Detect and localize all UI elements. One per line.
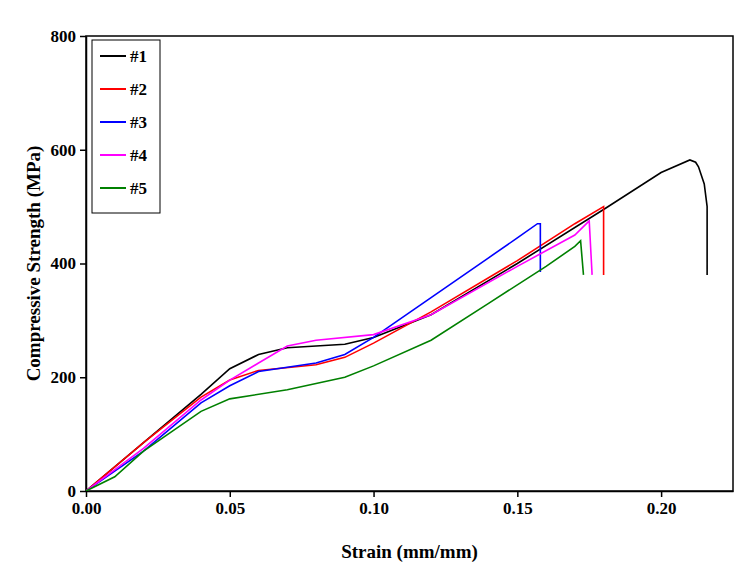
y-tick: 800: [51, 27, 87, 46]
x-tick: 0.15: [503, 491, 533, 518]
y-tick-label: 0: [68, 482, 77, 501]
legend-label: #1: [130, 47, 147, 66]
legend-label: #2: [130, 80, 147, 99]
legend-label: #5: [130, 179, 147, 198]
y-tick-mark: [80, 377, 86, 379]
y-tick-mark: [80, 150, 86, 152]
y-tick: 600: [51, 141, 87, 160]
x-tick-mark: [661, 491, 663, 497]
x-tick: 0.10: [359, 491, 389, 518]
legend-swatch: [100, 88, 126, 90]
y-tick-mark: [80, 36, 86, 38]
series-line: [86, 224, 540, 491]
x-tick-label: 0.05: [215, 499, 245, 518]
chart: 0.00 0.05 0.10 0.15 0.20 0 200 400 600 800 Strain …: [0, 0, 747, 579]
legend-swatch: [100, 55, 126, 57]
x-tick-label: 0.20: [647, 499, 677, 518]
y-axis-title: Compressive Strength (MPa): [23, 146, 45, 382]
x-axis: 0.00 0.05 0.10 0.15 0.20: [72, 491, 734, 518]
legend: #1 #2 #3 #4 #5: [92, 40, 160, 213]
y-tick: 400: [51, 254, 87, 273]
x-axis-title: Strain (mm/mm): [341, 541, 478, 563]
y-tick-label: 200: [51, 368, 77, 387]
x-tick-mark: [373, 491, 375, 497]
legend-swatch: [100, 121, 126, 123]
y-axis: 0 200 400 600 800: [51, 27, 87, 501]
plot-frame: [86, 36, 733, 491]
legend-box: [92, 40, 160, 213]
legend-swatch: [100, 154, 126, 156]
x-tick-label: 0.00: [72, 499, 102, 518]
x-tick-mark: [230, 491, 232, 497]
x-axis-line: [87, 491, 734, 493]
x-tick: 0.05: [215, 491, 245, 518]
x-tick: 0.00: [72, 491, 102, 518]
x-tick-mark: [517, 491, 519, 497]
y-tick-label: 400: [51, 254, 77, 273]
x-tick-label: 0.10: [359, 499, 389, 518]
series-line: [86, 160, 707, 491]
legend-label: #4: [130, 146, 148, 165]
x-tick: 0.20: [647, 491, 677, 518]
legend-swatch: [100, 187, 126, 189]
y-tick: 0: [68, 482, 87, 501]
y-tick: 200: [51, 368, 87, 387]
y-tick-label: 800: [51, 27, 77, 46]
legend-label: #3: [130, 113, 147, 132]
y-tick-mark: [80, 491, 86, 493]
x-tick-label: 0.15: [503, 499, 533, 518]
series-line: [86, 241, 583, 491]
lines: [86, 160, 707, 491]
y-tick-mark: [80, 263, 86, 265]
y-tick-label: 600: [51, 141, 77, 160]
series-line: [86, 207, 604, 491]
series-line: [86, 221, 592, 491]
